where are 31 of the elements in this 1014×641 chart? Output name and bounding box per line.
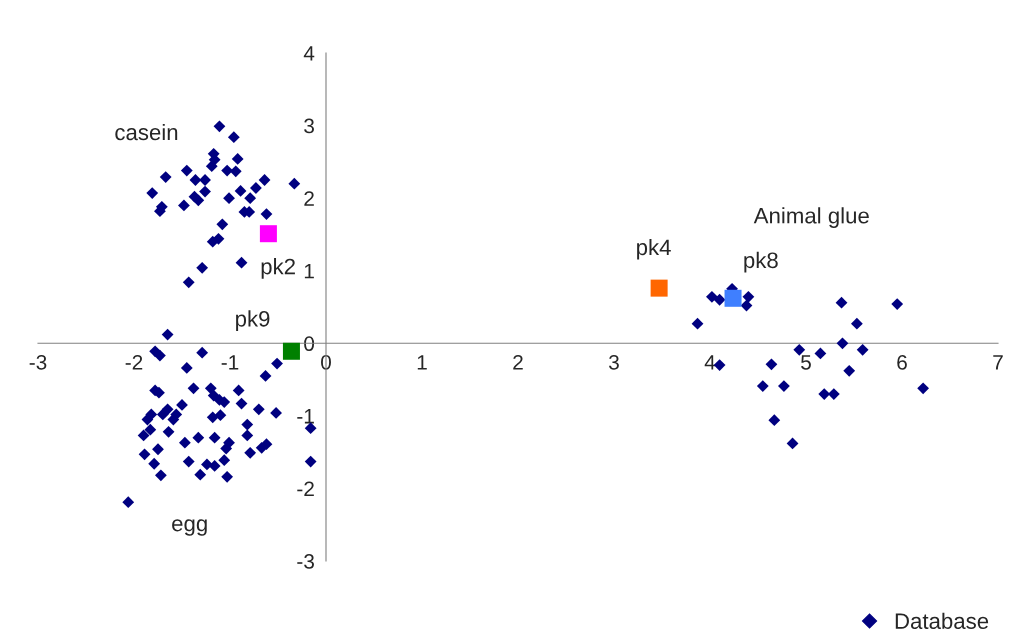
annotation: Animal glue	[753, 207, 869, 228]
annotation: pk4	[637, 238, 671, 260]
y-tick-label: 0	[304, 336, 315, 352]
y-tick-label: 4	[303, 46, 315, 61]
x-tick-label: 7	[993, 355, 1003, 370]
annotation: casein	[115, 123, 178, 141]
x-tick-label: 1	[417, 355, 427, 370]
annotation: pk9	[236, 310, 270, 332]
y-tick-label: -2	[297, 481, 314, 496]
x-tick-label: -2	[125, 354, 143, 370]
x-tick-label: 3	[609, 354, 619, 370]
x-tick-label: 2	[513, 354, 523, 370]
x-tick-label: 5	[801, 355, 811, 370]
y-tick-label: -1	[297, 409, 314, 424]
point	[724, 289, 742, 307]
annotation: pk8	[744, 251, 778, 273]
y-tick-label: -3	[297, 554, 314, 569]
annotation: egg	[172, 519, 207, 536]
point	[650, 279, 668, 297]
annotation: pk2	[261, 258, 295, 279]
x-tick-label: 6	[897, 354, 907, 370]
y-tick-label: 1	[304, 263, 314, 279]
legend-label: Database	[895, 612, 989, 629]
x-tick-label: -3	[29, 354, 47, 370]
x-tick-label: 4	[704, 355, 716, 370]
y-tick-label: 2	[304, 191, 314, 206]
point	[259, 225, 277, 243]
x-tick-label: 0	[321, 354, 331, 370]
y-tick-label: 3	[304, 118, 314, 134]
point	[282, 342, 300, 360]
x-tick-label: -1	[221, 355, 239, 370]
